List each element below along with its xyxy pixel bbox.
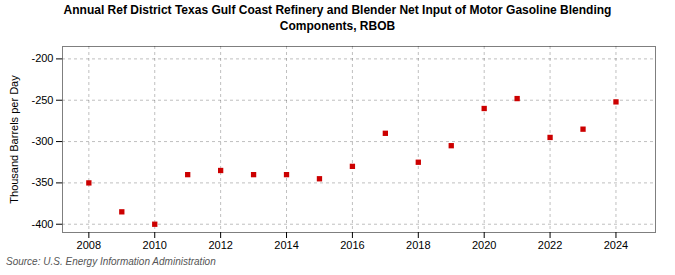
svg-text:2020: 2020 <box>472 239 496 251</box>
svg-text:2024: 2024 <box>604 239 628 251</box>
svg-text:2014: 2014 <box>274 239 298 251</box>
svg-text:Thousand Barrels per Day: Thousand Barrels per Day <box>8 75 20 204</box>
svg-text:-300: -300 <box>31 135 53 147</box>
svg-text:2016: 2016 <box>340 239 364 251</box>
svg-text:2010: 2010 <box>143 239 167 251</box>
svg-text:2018: 2018 <box>406 239 430 251</box>
html-text:Annual Ref District Texas Gulf: Annual Ref District Texas Gulf Coast Ref… <box>63 3 612 33</box>
html-text:Source: U.S. Energy Informatio: Source: U.S. Energy Information Administ… <box>6 256 216 268</box>
svg-text:2008: 2008 <box>77 239 101 251</box>
svg-text:-200: -200 <box>31 53 53 65</box>
svg-text:2022: 2022 <box>538 239 562 251</box>
svg-text:-250: -250 <box>31 94 53 106</box>
svg-text:2012: 2012 <box>208 239 232 251</box>
svg-text:-350: -350 <box>31 177 53 189</box>
svg-text:-400: -400 <box>31 218 53 230</box>
